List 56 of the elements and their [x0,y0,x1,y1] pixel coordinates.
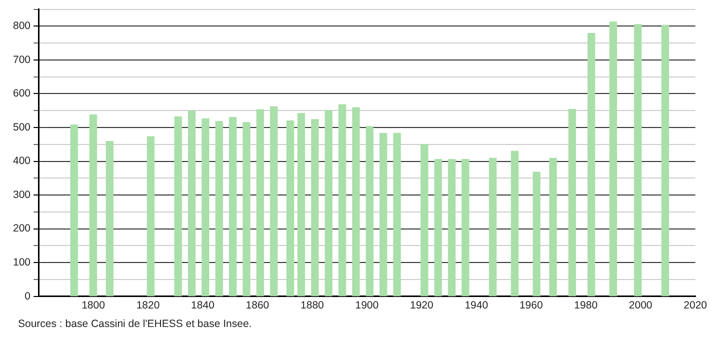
bar [215,121,223,296]
x-tick-label: 1820 [136,300,160,312]
x-tick-label: 1920 [410,300,434,312]
y-tick-label: 400 [12,155,31,168]
bar [393,132,401,296]
bar [324,110,332,296]
bar [488,158,497,296]
bar [297,113,306,296]
x-tick-label: 2020 [684,300,708,312]
bar [420,144,428,296]
bar [549,158,557,296]
x-tick-label: 1900 [355,300,379,312]
y-tick-label: 300 [12,188,31,201]
bar [146,136,155,296]
bar [568,108,576,296]
bar [448,158,456,296]
bar [89,114,98,296]
bar [202,118,210,296]
y-tick-label: 0 [24,290,31,302]
bar [242,122,250,296]
bar [609,21,618,296]
y-tick-label: 700 [12,54,31,66]
bar [70,124,78,296]
bar [228,117,237,296]
x-tick-label: 1880 [300,300,324,312]
bar [256,109,264,296]
bar [510,150,519,296]
x-tick-label: 1800 [82,300,106,312]
bar [286,120,294,296]
bar [434,158,442,296]
bar [311,119,319,296]
bar [661,24,670,296]
x-tick-label: 1860 [246,300,270,312]
x-tick-label: 1840 [191,300,215,312]
y-tick-label: 100 [12,256,31,269]
y-tick-label: 800 [12,20,31,32]
bar [270,106,278,296]
y-tick-label: 600 [12,88,31,100]
bar [380,132,388,296]
x-tick-label: 2000 [628,300,652,312]
x-tick-label: 1940 [464,300,488,312]
source-note: Sources : base Cassini de l'EHESS et base Insee. [18,318,252,330]
y-tick-label: 200 [12,222,31,235]
bar [587,32,596,296]
bar [352,107,360,296]
bar [174,116,182,296]
bar [532,172,540,296]
x-tick-label: 1960 [519,300,543,312]
bar [106,141,114,296]
bar [188,110,196,296]
bar [634,24,642,296]
bar [462,158,470,296]
bar [366,126,374,296]
y-tick-label: 500 [12,121,31,134]
bar [338,104,346,296]
x-tick-label: 1980 [574,300,598,312]
